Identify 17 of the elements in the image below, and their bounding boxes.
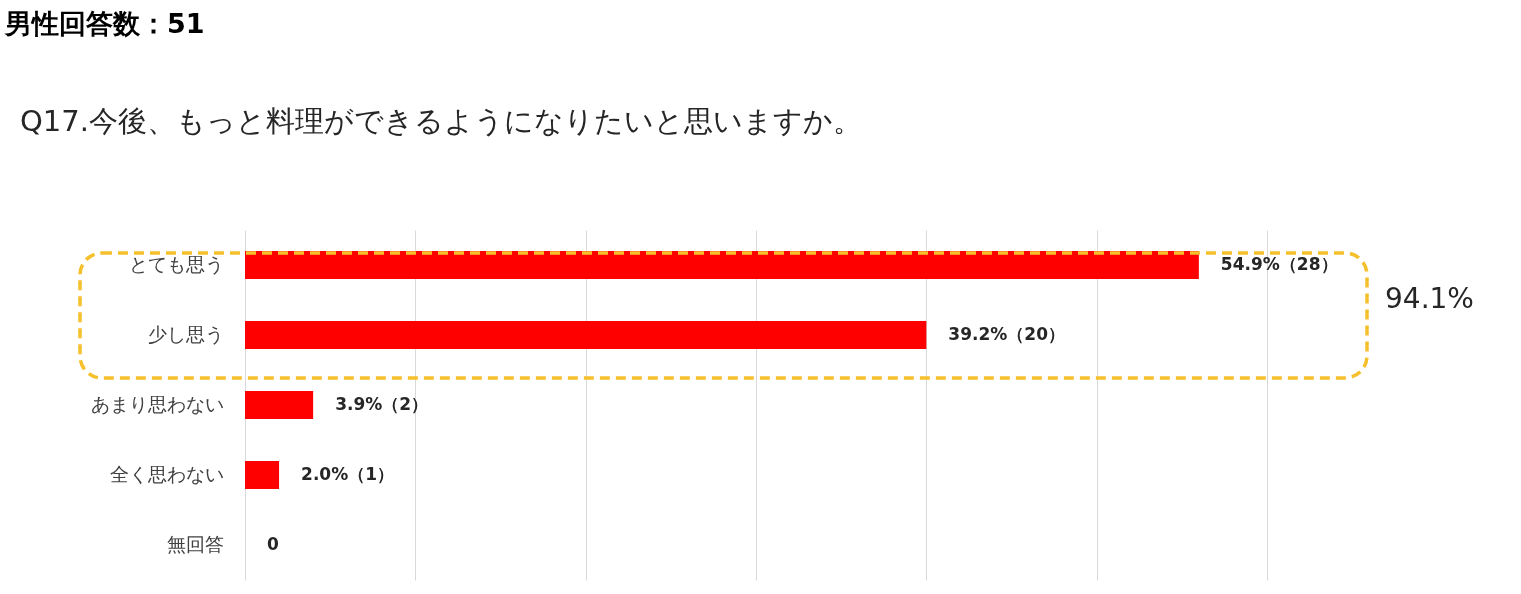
data-label: 2.0%（1）	[301, 464, 395, 484]
y-tick-label: とても思う	[128, 253, 224, 275]
data-label: 54.9%（28）	[1220, 254, 1338, 274]
y-tick-label: 少し思う	[147, 323, 224, 345]
data-label: 39.2%（20）	[948, 324, 1065, 344]
data-label: 0	[267, 534, 279, 554]
bar	[245, 321, 927, 349]
text: 94.1%	[1385, 282, 1474, 315]
data-label: 3.9%（2）	[335, 394, 429, 414]
chart-title: 男性回答数：51	[4, 8, 205, 39]
chart-subtitle: Q17.今後、もっと料理ができるようになりたいと思いますか。	[20, 104, 862, 138]
bar	[245, 391, 314, 419]
bar	[245, 461, 280, 489]
y-tick-label: 全く思わない	[109, 463, 224, 485]
y-tick-label: あまり思わない	[90, 393, 224, 415]
bar	[245, 251, 1199, 279]
y-tick-label: 無回答	[166, 533, 224, 555]
